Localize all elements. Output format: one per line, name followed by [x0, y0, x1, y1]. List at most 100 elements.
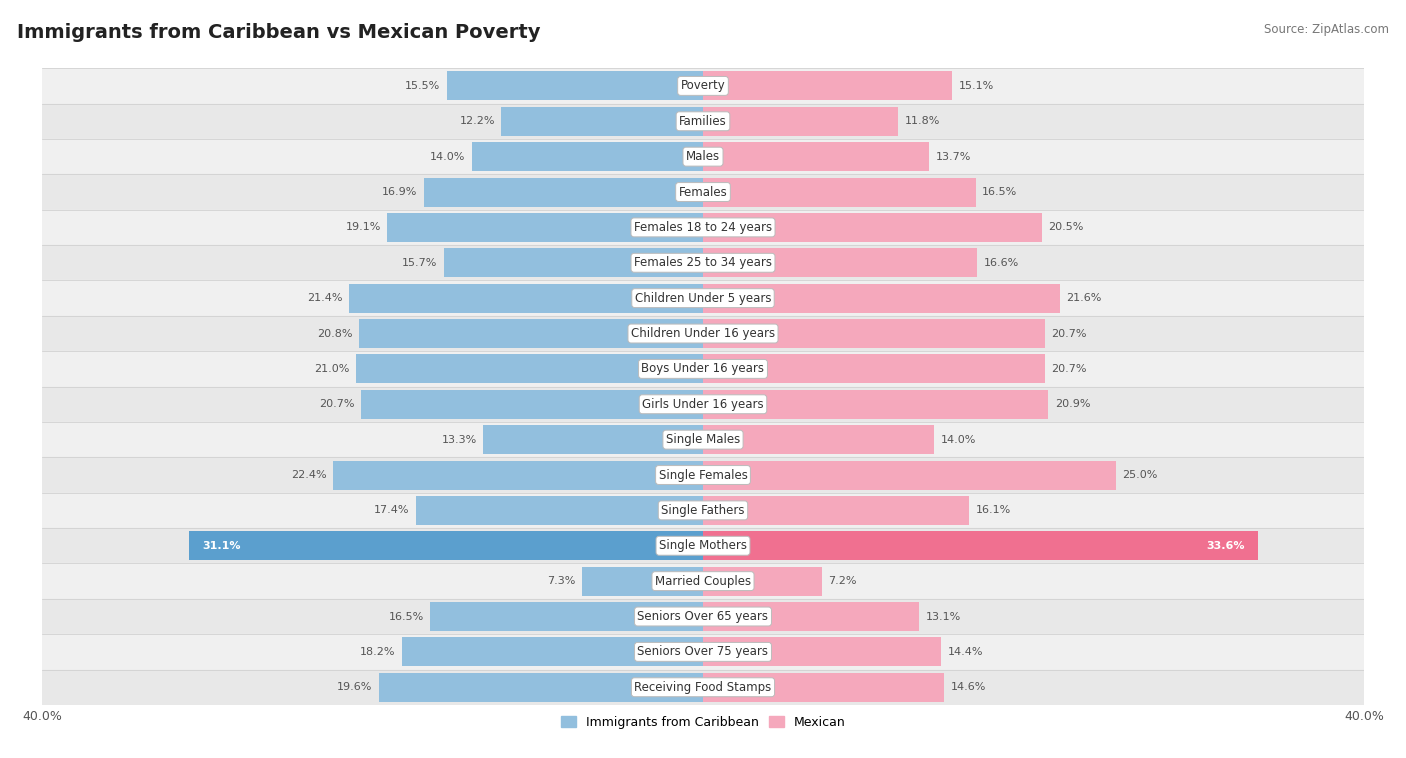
- Bar: [703, 461, 1116, 490]
- Bar: [42, 68, 1364, 104]
- Bar: [703, 496, 969, 525]
- Text: 16.6%: 16.6%: [984, 258, 1019, 268]
- Text: 21.4%: 21.4%: [308, 293, 343, 303]
- Bar: [42, 528, 1364, 563]
- Bar: [42, 422, 1364, 457]
- Bar: [42, 174, 1364, 210]
- Text: 14.4%: 14.4%: [948, 647, 983, 657]
- Text: 14.0%: 14.0%: [430, 152, 465, 161]
- Text: Seniors Over 65 years: Seniors Over 65 years: [637, 610, 769, 623]
- Text: 21.6%: 21.6%: [1066, 293, 1102, 303]
- Text: Females: Females: [679, 186, 727, 199]
- Bar: [360, 319, 703, 348]
- Bar: [42, 280, 1364, 316]
- Text: 16.5%: 16.5%: [388, 612, 423, 622]
- Text: Females 18 to 24 years: Females 18 to 24 years: [634, 221, 772, 234]
- Text: Receiving Food Stamps: Receiving Food Stamps: [634, 681, 772, 694]
- Bar: [42, 669, 1364, 705]
- Text: 18.2%: 18.2%: [360, 647, 395, 657]
- Bar: [42, 351, 1364, 387]
- Text: 12.2%: 12.2%: [460, 116, 495, 127]
- Bar: [703, 283, 1060, 312]
- Bar: [703, 567, 823, 596]
- Text: Girls Under 16 years: Girls Under 16 years: [643, 398, 763, 411]
- Bar: [502, 107, 703, 136]
- Text: 20.5%: 20.5%: [1049, 222, 1084, 233]
- Bar: [42, 387, 1364, 422]
- Bar: [416, 496, 703, 525]
- Bar: [703, 71, 952, 100]
- Text: 15.5%: 15.5%: [405, 81, 440, 91]
- Text: 20.9%: 20.9%: [1054, 399, 1091, 409]
- Bar: [42, 493, 1364, 528]
- Bar: [42, 210, 1364, 245]
- Text: 21.0%: 21.0%: [314, 364, 350, 374]
- Bar: [388, 213, 703, 242]
- Text: 16.5%: 16.5%: [983, 187, 1018, 197]
- Bar: [42, 104, 1364, 139]
- Bar: [703, 107, 898, 136]
- Bar: [703, 602, 920, 631]
- Bar: [402, 637, 703, 666]
- Text: 20.7%: 20.7%: [1052, 364, 1087, 374]
- Text: 11.8%: 11.8%: [904, 116, 941, 127]
- Text: Married Couples: Married Couples: [655, 575, 751, 587]
- Bar: [42, 563, 1364, 599]
- Text: 17.4%: 17.4%: [374, 506, 409, 515]
- Text: Boys Under 16 years: Boys Under 16 years: [641, 362, 765, 375]
- Text: 19.6%: 19.6%: [337, 682, 373, 692]
- Bar: [703, 390, 1049, 418]
- Bar: [356, 355, 703, 384]
- Text: Families: Families: [679, 114, 727, 128]
- Bar: [703, 355, 1045, 384]
- Bar: [582, 567, 703, 596]
- Bar: [423, 177, 703, 206]
- Text: Females 25 to 34 years: Females 25 to 34 years: [634, 256, 772, 269]
- Legend: Immigrants from Caribbean, Mexican: Immigrants from Caribbean, Mexican: [555, 711, 851, 734]
- Bar: [703, 531, 1258, 560]
- Bar: [380, 673, 703, 702]
- Text: Immigrants from Caribbean vs Mexican Poverty: Immigrants from Caribbean vs Mexican Pov…: [17, 23, 540, 42]
- Bar: [703, 177, 976, 206]
- Text: 20.8%: 20.8%: [318, 328, 353, 339]
- Text: 15.7%: 15.7%: [402, 258, 437, 268]
- Text: Poverty: Poverty: [681, 80, 725, 92]
- Bar: [471, 143, 703, 171]
- Bar: [350, 283, 703, 312]
- Text: 7.3%: 7.3%: [547, 576, 576, 586]
- Text: Single Males: Single Males: [666, 433, 740, 446]
- Text: Source: ZipAtlas.com: Source: ZipAtlas.com: [1264, 23, 1389, 36]
- Bar: [703, 673, 945, 702]
- Text: 20.7%: 20.7%: [319, 399, 354, 409]
- Bar: [361, 390, 703, 418]
- Bar: [703, 143, 929, 171]
- Bar: [333, 461, 703, 490]
- Text: 20.7%: 20.7%: [1052, 328, 1087, 339]
- Bar: [42, 634, 1364, 669]
- Bar: [703, 425, 934, 454]
- Text: Single Fathers: Single Fathers: [661, 504, 745, 517]
- Text: Seniors Over 75 years: Seniors Over 75 years: [637, 645, 769, 659]
- Text: Males: Males: [686, 150, 720, 163]
- Bar: [703, 637, 941, 666]
- Text: 25.0%: 25.0%: [1122, 470, 1159, 480]
- Text: 19.1%: 19.1%: [346, 222, 381, 233]
- Text: Single Females: Single Females: [658, 468, 748, 481]
- Bar: [484, 425, 703, 454]
- Text: 14.6%: 14.6%: [950, 682, 986, 692]
- Text: 13.1%: 13.1%: [927, 612, 962, 622]
- Text: 16.1%: 16.1%: [976, 506, 1011, 515]
- Bar: [447, 71, 703, 100]
- Text: 14.0%: 14.0%: [941, 434, 976, 445]
- Text: 7.2%: 7.2%: [828, 576, 858, 586]
- Text: Children Under 5 years: Children Under 5 years: [634, 292, 772, 305]
- Text: Single Mothers: Single Mothers: [659, 539, 747, 553]
- Bar: [703, 319, 1045, 348]
- Text: 22.4%: 22.4%: [291, 470, 326, 480]
- Text: 13.3%: 13.3%: [441, 434, 477, 445]
- Bar: [444, 249, 703, 277]
- Text: Children Under 16 years: Children Under 16 years: [631, 327, 775, 340]
- Bar: [42, 245, 1364, 280]
- Text: 33.6%: 33.6%: [1206, 540, 1244, 551]
- Bar: [703, 249, 977, 277]
